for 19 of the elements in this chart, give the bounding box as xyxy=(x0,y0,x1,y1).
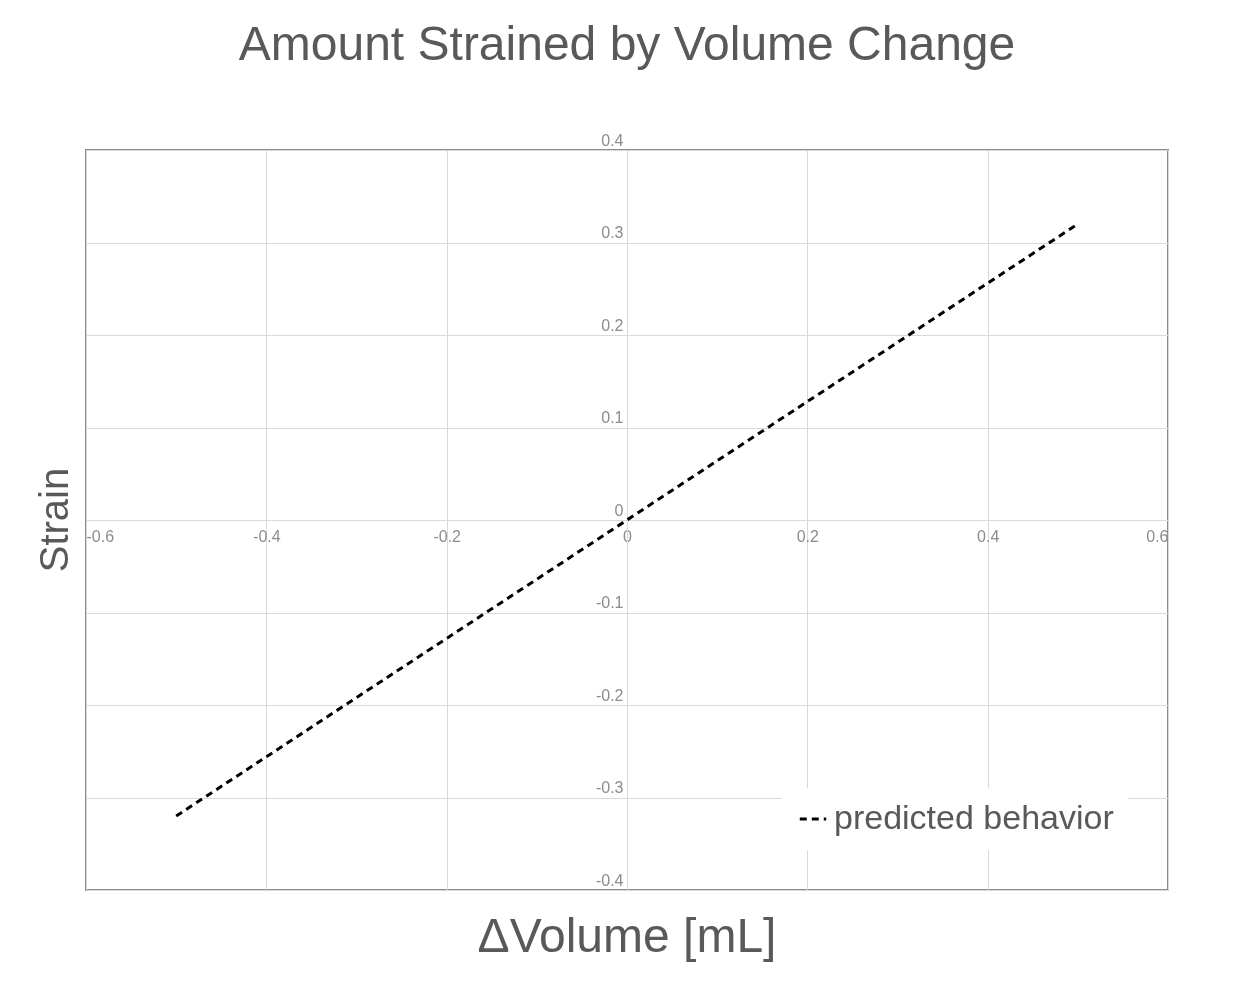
legend-label: predicted behavior xyxy=(834,798,1114,836)
y-tick-label: -0.3 xyxy=(595,779,624,796)
chart-title: Amount Strained by Volume Change xyxy=(238,17,1016,70)
y-tick-label: 0 xyxy=(614,501,624,519)
y-tick-label: 0.2 xyxy=(601,316,624,334)
x-tick-label: 0.2 xyxy=(796,527,820,545)
x-tick-label: 0.6 xyxy=(1146,527,1169,545)
y-tick-label: -0.4 xyxy=(595,871,624,889)
x-tick-label: -0.6 xyxy=(86,527,115,545)
y-axis-title: Strain xyxy=(32,467,76,573)
y-tick-label: 0.4 xyxy=(601,131,624,149)
x-axis-title: ΔVolume [mL] xyxy=(477,909,777,962)
y-tick-label: 0.1 xyxy=(601,409,624,426)
y-tick-label: 0.3 xyxy=(601,224,624,241)
y-tick-label: -0.1 xyxy=(595,594,624,611)
x-tick-label: -0.4 xyxy=(253,527,281,545)
x-tick-label: 0.4 xyxy=(977,527,1000,545)
x-tick-label: -0.2 xyxy=(433,527,462,545)
y-tick-label: -0.2 xyxy=(595,686,624,704)
